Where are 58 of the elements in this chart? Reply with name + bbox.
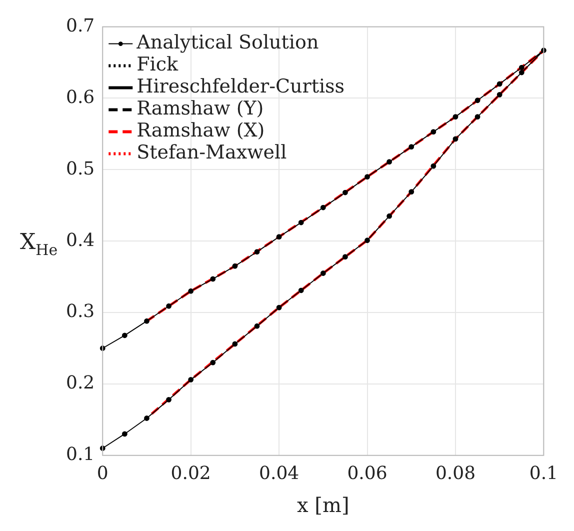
point <box>474 114 480 120</box>
x-tick-label: 0.02 <box>170 462 211 484</box>
legend-label: Stefan-Maxwell <box>136 142 287 164</box>
x-axis-title: x [m] <box>297 493 350 518</box>
legend-label: Ramshaw (Y) <box>136 98 264 120</box>
legend-label: Hireschfelder-Curtiss <box>136 76 345 98</box>
point <box>364 174 370 180</box>
point <box>122 332 128 338</box>
point <box>298 220 304 226</box>
x-tick-label: 0.04 <box>259 462 300 484</box>
point <box>408 144 414 150</box>
point <box>144 416 150 421</box>
point <box>188 376 194 382</box>
point <box>232 263 238 269</box>
y-tick-label: 0.4 <box>66 230 95 251</box>
point <box>276 304 282 310</box>
point <box>518 64 524 70</box>
legend-label: Fick <box>136 54 179 76</box>
point <box>210 276 216 282</box>
point <box>276 234 282 240</box>
y-tick-label: 0.1 <box>66 444 95 466</box>
y-tick-label: 0.5 <box>66 158 95 180</box>
point <box>166 303 172 309</box>
x-tick-label: 0 <box>96 462 108 484</box>
point <box>342 254 348 260</box>
x-tick-label: 0.1 <box>529 462 558 484</box>
y-tick-label: 0.7 <box>66 15 95 36</box>
point <box>188 288 194 294</box>
point <box>320 204 326 210</box>
y-tick-label: 0.6 <box>66 86 95 108</box>
point <box>430 163 436 169</box>
point <box>518 70 524 76</box>
y-tick-label: 0.3 <box>66 301 95 322</box>
point <box>342 190 348 196</box>
point <box>452 136 458 142</box>
legend-label: Ramshaw (X) <box>136 120 265 142</box>
point <box>386 213 392 219</box>
point <box>166 396 172 402</box>
point <box>430 129 436 135</box>
point <box>298 288 304 294</box>
point <box>386 159 392 165</box>
point <box>122 431 128 437</box>
point <box>232 341 238 347</box>
point <box>144 318 150 324</box>
point <box>254 249 260 255</box>
point <box>254 323 260 329</box>
point <box>320 270 326 276</box>
point <box>474 98 480 104</box>
point <box>210 360 216 366</box>
legend-label: Analytical Solution <box>136 32 319 54</box>
x-tick-label: 0.08 <box>435 462 476 484</box>
point <box>452 114 458 120</box>
y-tick-label: 0.2 <box>66 372 95 394</box>
point <box>364 238 370 244</box>
point <box>496 92 502 98</box>
x-tick-label: 0.06 <box>347 462 388 484</box>
point <box>408 189 414 195</box>
point <box>496 81 502 87</box>
